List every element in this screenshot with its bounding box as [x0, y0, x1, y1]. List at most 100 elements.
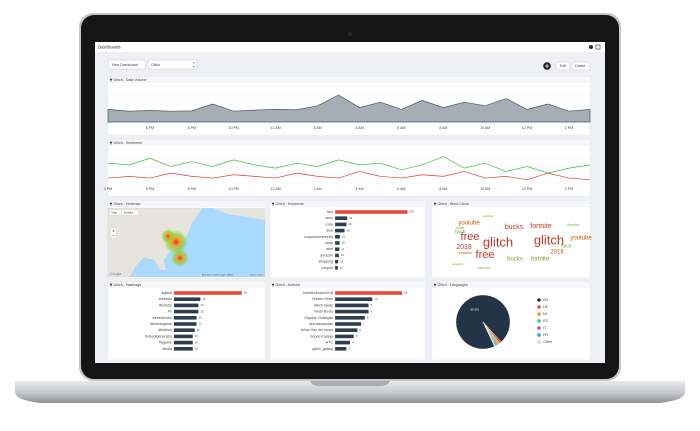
x-tick-label: 12 AM	[271, 126, 281, 130]
bar-category-label: #glitch	[162, 291, 172, 295]
delete-button[interactable]: Delete	[571, 61, 591, 71]
bar-value-label: 10	[195, 347, 199, 351]
bar-category-label: #vbuckgenerator	[145, 334, 173, 338]
button[interactable]	[555, 61, 571, 71]
bar-value-label: 14	[202, 297, 206, 301]
x-tick-label: 8 AM	[439, 187, 447, 191]
select-label[interactable]: Glitch	[151, 63, 160, 67]
bar-value-label: 9	[371, 309, 373, 313]
heat-spot	[171, 249, 189, 267]
filter-icon	[271, 283, 275, 287]
edit-button[interactable]: Edit	[555, 61, 571, 71]
bar-value-label: 9	[371, 303, 373, 307]
bar-category-label: code	[325, 222, 333, 226]
bar	[335, 322, 362, 326]
panel-header	[432, 201, 590, 207]
x-tick-label: 6 PM	[146, 187, 154, 191]
button-label[interactable]: Edit	[560, 64, 566, 68]
bar	[335, 235, 340, 239]
x-tick-label: 2 PM	[565, 126, 573, 130]
select-arrow	[192, 61, 196, 68]
bar-value-label: 49	[349, 216, 353, 220]
map-attribution: Map data ©2018 Google, INEGI	[202, 274, 233, 277]
bar-value-label: 11	[197, 328, 200, 332]
bar	[173, 334, 193, 339]
laptop-base	[15, 381, 685, 403]
bar	[335, 222, 347, 227]
zoom-icons	[112, 229, 115, 236]
x-tick-label: 10 AM	[480, 126, 490, 130]
bar-category-label: store	[325, 216, 333, 220]
filter-icon	[271, 202, 275, 206]
panel	[431, 281, 591, 361]
bar	[335, 228, 345, 233]
bar-category-label: alert	[326, 247, 333, 251]
legend-label: NL	[543, 312, 548, 316]
help-icon[interactable]	[589, 45, 593, 49]
panel-title: Glitch - Sentiment	[114, 141, 143, 145]
new-dashboard-button[interactable]: New Dashboard	[107, 59, 146, 70]
x-tick-label: 2 PM	[565, 187, 573, 191]
bar-value-label: 292	[410, 210, 415, 214]
panel-header	[270, 282, 425, 288]
map-terms[interactable]: Terms of Use	[250, 274, 264, 277]
button-label[interactable]: New Dashboard	[112, 63, 138, 67]
bar	[335, 316, 365, 320]
button[interactable]	[571, 61, 591, 71]
filter-icon	[109, 283, 113, 287]
map-type-button[interactable]	[121, 209, 139, 216]
bar	[173, 309, 199, 314]
word: bucks	[505, 224, 524, 231]
map-type-button[interactable]	[109, 209, 122, 216]
bar-value-label: 3	[348, 347, 350, 351]
map-type-label[interactable]: Satellite	[124, 210, 134, 214]
legend-swatch	[537, 333, 541, 337]
map-type-label[interactable]: Map	[112, 210, 118, 214]
word: glitch	[483, 234, 513, 249]
bar	[335, 303, 369, 308]
word: fortnite	[531, 257, 550, 263]
x-tick-label: 10 AM	[480, 187, 490, 191]
filter-icon	[109, 78, 113, 82]
legend-label: IT	[543, 326, 547, 330]
panel	[269, 281, 426, 361]
zoom-control[interactable]	[110, 227, 117, 239]
panel	[431, 200, 591, 279]
bar-category-label: shopping	[319, 260, 334, 264]
bar-category-label: deal	[326, 229, 333, 233]
panel-header	[108, 77, 590, 83]
dashboard-select[interactable]: Glitch	[147, 59, 198, 70]
bar-value-label: 18	[404, 291, 408, 295]
filter-icon	[109, 202, 113, 206]
bar-value-label: 5	[356, 334, 358, 338]
word: vbucks	[478, 265, 490, 270]
pie-slice	[482, 321, 496, 347]
notch	[310, 381, 390, 386]
bar-value-label: 15	[341, 253, 345, 257]
fullscreen-icon[interactable]	[595, 44, 601, 50]
word: 2018	[456, 244, 472, 251]
top-bar	[95, 42, 605, 52]
panel-title: Glitch - Data Volume	[114, 78, 147, 82]
legend-label: FR	[543, 333, 548, 337]
panel-title: Glitch - Keywords	[276, 202, 304, 206]
word: youtube	[458, 221, 480, 227]
bar	[173, 297, 201, 301]
select-box[interactable]	[147, 59, 198, 70]
panel-title: Glitch - Languages	[438, 283, 468, 287]
button[interactable]	[107, 59, 146, 70]
panel-header	[270, 201, 425, 207]
bar-category-label: #fortnitegame	[150, 322, 172, 326]
x-tick-label: 2 AM	[313, 126, 321, 130]
bar-value-label: 36	[244, 291, 248, 295]
legend-label: DE	[543, 305, 549, 309]
bar-value-label: 12	[340, 259, 344, 263]
bar-category-label: #vbucks	[159, 297, 172, 301]
filter-icon	[433, 202, 437, 206]
button-label[interactable]: Delete	[575, 64, 585, 68]
bar-value-label: 13	[200, 309, 204, 313]
legend-swatch	[537, 298, 541, 302]
word: free	[461, 231, 480, 243]
panel	[107, 139, 591, 197]
bar	[335, 334, 354, 339]
